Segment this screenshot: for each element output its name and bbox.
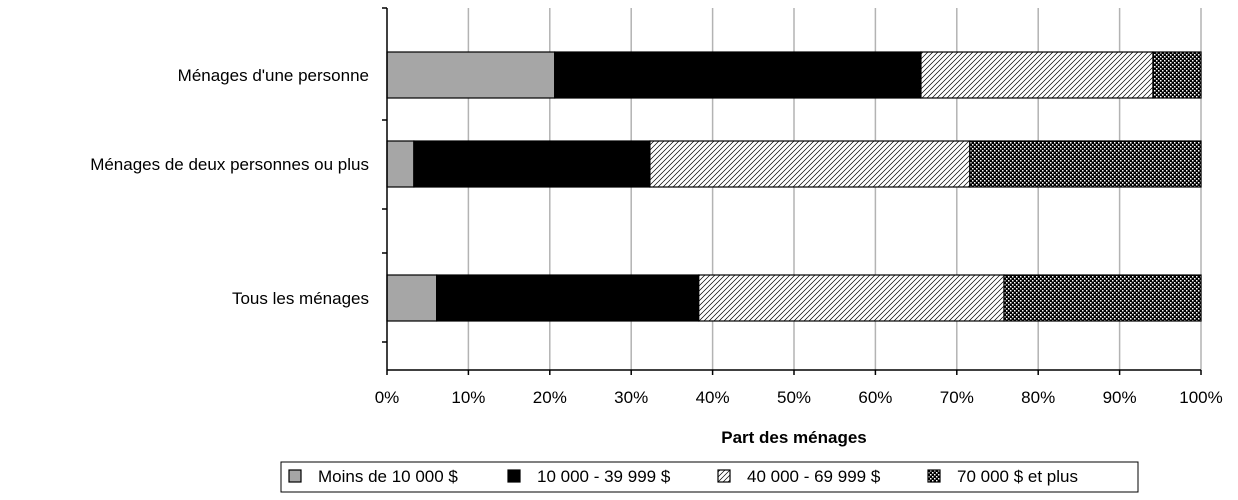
legend-swatch	[288, 469, 302, 483]
legend-swatch	[507, 469, 521, 483]
category-label: Ménages d'une personne	[178, 66, 369, 85]
bar-segment	[386, 140, 415, 188]
x-tick-label: 100%	[1179, 388, 1222, 407]
x-tick-label: 0%	[375, 388, 400, 407]
x-tick-label: 70%	[940, 388, 974, 407]
bar-segment	[436, 274, 700, 322]
bar-segment	[649, 140, 971, 188]
legend-label: 10 000 - 39 999 $	[537, 467, 671, 486]
x-tick-label: 80%	[1021, 388, 1055, 407]
legend-swatch	[717, 469, 731, 483]
legend-swatch	[927, 469, 941, 483]
axes	[382, 7, 1202, 375]
x-tick-label: 10%	[451, 388, 485, 407]
category-labels: Ménages d'une personne Ménages de deux pe…	[90, 66, 369, 308]
bar-segment	[1152, 51, 1202, 99]
x-axis-title: Part des ménages	[721, 428, 867, 447]
tick-labels: 0% 10% 20% 30% 40% 50% 60% 70% 80% 90% 100%	[375, 388, 1223, 407]
bar-segment	[554, 51, 922, 99]
category-label: Tous les ménages	[232, 289, 369, 308]
legend-label: 70 000 $ et plus	[957, 467, 1078, 486]
legend-label: 40 000 - 69 999 $	[747, 467, 881, 486]
x-tick-label: 40%	[696, 388, 730, 407]
bar-segment	[920, 51, 1154, 99]
x-tick-label: 90%	[1103, 388, 1137, 407]
bar-segment	[969, 140, 1202, 188]
bar-segment	[698, 274, 1005, 322]
x-tick-label: 50%	[777, 388, 811, 407]
category-label: Ménages de deux personnes ou plus	[90, 155, 369, 174]
bar-segment	[386, 274, 438, 322]
legend-frame	[280, 461, 1139, 493]
bar-segment	[1003, 274, 1202, 322]
x-tick-label: 60%	[858, 388, 892, 407]
bar-segment	[386, 51, 556, 99]
legend-label: Moins de 10 000 $	[318, 467, 458, 486]
bar-segment	[413, 140, 651, 188]
bars	[386, 51, 1202, 322]
x-tick-label: 20%	[533, 388, 567, 407]
x-tick-label: 30%	[614, 388, 648, 407]
legend: Moins de 10 000 $ 10 000 - 39 999 $ 40 000…	[280, 461, 1139, 493]
